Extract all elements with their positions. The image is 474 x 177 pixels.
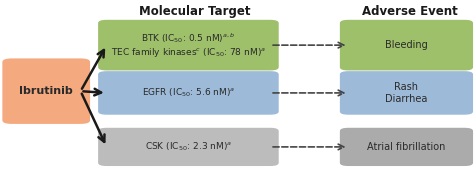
- FancyBboxPatch shape: [98, 20, 279, 70]
- FancyBboxPatch shape: [340, 71, 473, 115]
- FancyBboxPatch shape: [2, 58, 90, 124]
- Text: Bleeding: Bleeding: [385, 40, 428, 50]
- Text: CSK (IC$_{50}$: 2.3 nM)$^{a}$: CSK (IC$_{50}$: 2.3 nM)$^{a}$: [145, 141, 232, 153]
- Text: EGFR (IC$_{50}$: 5.6 nM)$^{a}$: EGFR (IC$_{50}$: 5.6 nM)$^{a}$: [142, 87, 235, 99]
- FancyBboxPatch shape: [98, 128, 279, 166]
- Text: Rash
Diarrhea: Rash Diarrhea: [385, 82, 428, 104]
- FancyBboxPatch shape: [98, 71, 279, 115]
- FancyBboxPatch shape: [340, 128, 473, 166]
- Text: Adverse Event: Adverse Event: [362, 5, 458, 18]
- Text: Ibrutinib: Ibrutinib: [19, 86, 73, 96]
- Text: Molecular Target: Molecular Target: [138, 5, 250, 18]
- FancyBboxPatch shape: [340, 20, 473, 70]
- Text: Atrial fibrillation: Atrial fibrillation: [367, 142, 446, 152]
- Text: BTK (IC$_{50}$: 0.5 nM)$^{a,b}$
TEC family kinases$^{c}$ (IC$_{50}$: 78 nM)$^{a}: BTK (IC$_{50}$: 0.5 nM)$^{a,b}$ TEC fami…: [111, 31, 266, 59]
